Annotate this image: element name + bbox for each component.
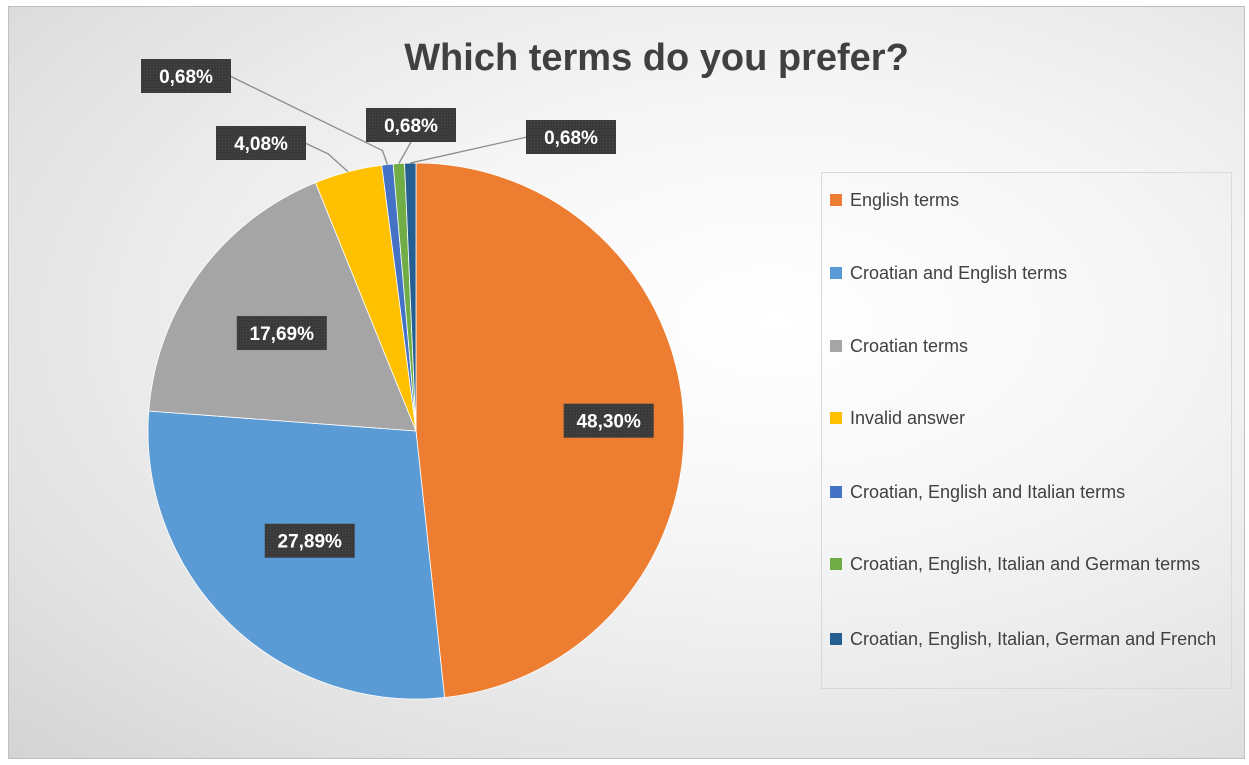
legend-label: Croatian, English, Italian, German and F…	[850, 629, 1217, 649]
legend-item-invalid-answer: Invalid answer	[830, 405, 1225, 431]
data-label-text: 0,68%	[159, 67, 213, 88]
legend-label: Croatian, English and Italian terms	[850, 482, 1126, 502]
data-label-box	[526, 120, 616, 154]
legend-swatch	[830, 486, 842, 498]
pie-slice-croatian-english-italian-german-and-french	[404, 162, 417, 432]
chart-title: Which terms do you prefer?	[404, 37, 909, 79]
data-label-croatian-english-italian-german-and-french: 0,68%	[526, 120, 616, 154]
legend-item-croatian-english-and-italian-terms: Croatian, English and Italian terms	[830, 479, 1225, 505]
data-label-invalid-answer: 4,08%	[216, 126, 306, 160]
data-label-box	[264, 523, 355, 558]
data-label-text: 0,68%	[384, 116, 438, 137]
data-label-box	[366, 108, 456, 142]
legend-label: Croatian terms	[850, 336, 969, 356]
legend-label: Croatian, English, Italian and German te…	[850, 554, 1201, 574]
legend-item-croatian-and-english-terms: Croatian and English terms	[830, 260, 1225, 286]
chart-frame: Which terms do you prefer? 48,30% 27,89% 1…	[8, 6, 1245, 759]
legend: English terms Croatian and English terms C…	[821, 172, 1232, 689]
legend-item-english-terms: English terms	[830, 187, 1225, 213]
data-label-croatian-english-italian-and-german-terms: 0,68%	[366, 108, 456, 142]
legend-swatch	[830, 340, 842, 352]
leader-line-croatian-english-and-italian-terms	[229, 75, 389, 165]
data-label-croatian-terms: 17,69%	[236, 316, 327, 351]
legend-swatch	[830, 194, 842, 206]
data-label-text: 4,08%	[234, 134, 288, 155]
pie-slice-english-terms	[415, 162, 685, 698]
legend-swatch	[830, 412, 842, 424]
data-label-box	[216, 126, 306, 160]
leader-line-croatian-english-italian-german-and-french	[410, 136, 528, 164]
pie-slice-croatian-terms	[148, 182, 417, 432]
data-label-croatian-english-and-italian-terms: 0,68%	[141, 59, 231, 93]
data-label-text: 17,69%	[250, 324, 315, 345]
legend-swatch	[830, 558, 842, 570]
leader-line-invalid-answer	[304, 142, 349, 173]
pie-chart: 48,30% 27,89% 17,69% 4,08% 0,68% 0,68% 0,68%	[141, 59, 685, 700]
data-label-box	[563, 403, 654, 438]
legend-swatch	[830, 267, 842, 279]
data-label-box	[141, 59, 231, 93]
legend-item-croatian-english-italian-german-and-french: Croatian, English, Italian, German and F…	[830, 626, 1225, 652]
legend-label: English terms	[850, 190, 960, 210]
legend-swatch	[830, 633, 842, 645]
legend-item-croatian-english-italian-and-german-terms: Croatian, English, Italian and German te…	[830, 551, 1225, 577]
leader-line-croatian-english-italian-and-german-terms	[398, 141, 412, 164]
legend-label: Invalid answer	[850, 408, 966, 428]
data-label-box	[236, 316, 327, 351]
legend-label: Croatian and English terms	[850, 263, 1068, 283]
data-label-text: 48,30%	[576, 412, 641, 433]
data-label-croatian-and-english-terms: 27,89%	[264, 523, 355, 558]
legend-item-croatian-terms: Croatian terms	[830, 333, 1225, 359]
data-label-text: 0,68%	[544, 128, 598, 149]
data-label-english-terms: 48,30%	[563, 403, 654, 438]
data-label-text: 27,89%	[278, 532, 343, 553]
